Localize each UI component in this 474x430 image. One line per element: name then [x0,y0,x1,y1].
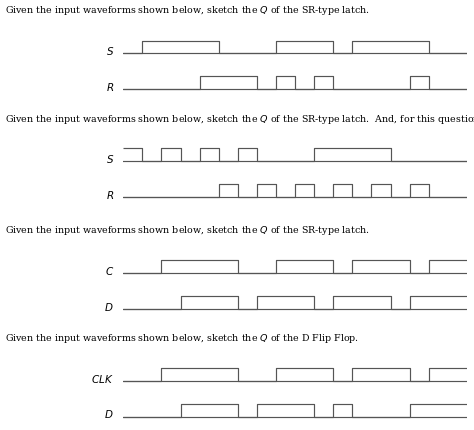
Text: $C$: $C$ [105,264,114,276]
Text: $D$: $D$ [104,408,114,419]
Text: Given the input waveforms shown below, sketch the $Q$ of the SR-type latch.  And: Given the input waveforms shown below, s… [5,112,474,127]
Text: Given the input waveforms shown below, sketch the $Q$ of the SR-type latch.: Given the input waveforms shown below, s… [5,224,370,236]
Text: $R$: $R$ [106,81,114,92]
Text: Given the input waveforms shown below, sketch the $Q$ of the D Flip Flop.: Given the input waveforms shown below, s… [5,331,359,344]
Text: $\mathit{CLK}$: $\mathit{CLK}$ [91,372,114,384]
Text: Given the input waveforms shown below, sketch the $Q$ of the SR-type latch.: Given the input waveforms shown below, s… [5,4,370,17]
Text: $S$: $S$ [106,45,114,57]
Text: $S$: $S$ [106,153,114,165]
Text: $D$: $D$ [104,300,114,312]
Text: $R$: $R$ [106,188,114,200]
